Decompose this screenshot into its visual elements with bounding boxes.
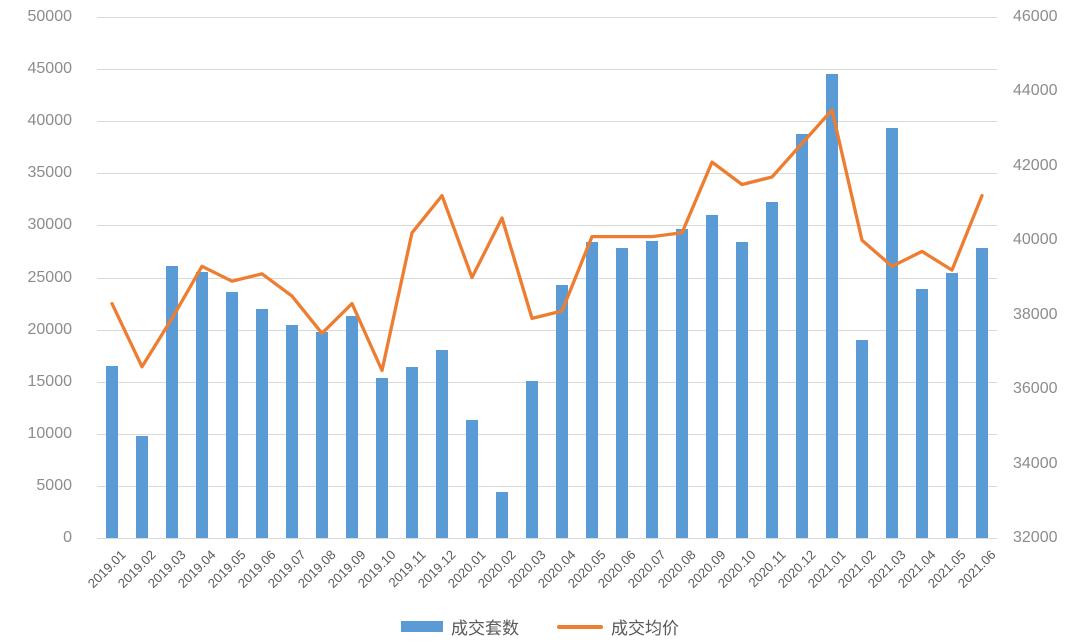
bar-2019.11: [406, 367, 418, 538]
left-axis-tick-label: 45000: [27, 60, 73, 78]
bar-2021.04: [916, 288, 928, 538]
bar-series-label: 成交套数: [451, 619, 519, 638]
left-axis-tick-label: 10000: [27, 424, 73, 442]
bar-2021.06: [976, 248, 988, 538]
bar-2021.01: [826, 74, 838, 538]
left-axis-tick-label: 0: [63, 529, 72, 546]
bar-2020.12: [796, 133, 808, 538]
bar-2020.04: [556, 284, 568, 538]
left-axis-tick-label: 35000: [27, 164, 73, 182]
right-axis-tick-label: 44000: [1013, 82, 1058, 100]
bar-2019.09: [346, 316, 358, 538]
gridline: [97, 17, 997, 18]
bar-2019.05: [226, 292, 238, 538]
gridline: [97, 433, 997, 435]
bar-2019.04: [196, 272, 208, 538]
left-axis-tick-label: 20000: [27, 320, 73, 338]
gridline: [97, 381, 997, 383]
right-axis-tick-label: 38000: [1013, 305, 1058, 323]
bar-2019.10: [376, 377, 388, 538]
left-axis-tick-label: 15000: [27, 372, 73, 390]
gridline: [97, 485, 997, 487]
legend-item-bar-series: 成交套数: [401, 614, 519, 639]
gridline: [97, 69, 997, 71]
legend-item-line-series: 成交均价: [557, 614, 679, 639]
bar-2019.12: [436, 350, 448, 538]
bar-2019.07: [286, 325, 298, 538]
line-series-swatch: [557, 624, 603, 629]
bar-series-swatch: [401, 621, 443, 632]
right-axis-tick-label: 34000: [1013, 454, 1058, 472]
legend: 成交套数 成交均价: [0, 614, 1080, 639]
bar-2019.06: [256, 308, 268, 538]
bar-2020.07: [646, 241, 658, 538]
gridline: [97, 173, 997, 175]
bar-2020.02: [496, 492, 508, 538]
bar-2019.03: [166, 266, 178, 538]
bar-2021.02: [856, 340, 868, 538]
right-axis-tick-label: 36000: [1013, 380, 1058, 398]
bar-2020.08: [676, 228, 688, 538]
bar-2021.05: [946, 273, 958, 538]
bar-2019.02: [136, 435, 148, 538]
gridline: [97, 277, 997, 279]
gridline: [97, 538, 997, 539]
bar-2020.10: [736, 242, 748, 538]
bar-2021.03: [886, 128, 898, 538]
left-axis-tick-label: 40000: [27, 112, 73, 130]
left-axis-tick-label: 25000: [27, 268, 73, 286]
right-axis-tick-label: 40000: [1013, 231, 1058, 249]
bar-2019.08: [316, 331, 328, 538]
right-axis-tick-label: 46000: [1013, 8, 1058, 25]
left-axis-tick-label: 30000: [27, 216, 73, 234]
bar-2020.11: [766, 202, 778, 538]
left-axis-tick-label: 50000: [27, 8, 73, 25]
line-series-label: 成交均价: [611, 619, 679, 638]
price-line: [110, 108, 984, 373]
bar-2020.09: [706, 214, 718, 538]
bar-2019.01: [106, 366, 118, 538]
right-axis-tick-label: 42000: [1013, 156, 1058, 174]
bar-2020.05: [586, 242, 598, 538]
bar-2020.01: [466, 420, 478, 538]
gridline: [97, 225, 997, 227]
right-axis-tick-label: 32000: [1013, 529, 1058, 546]
bar-2020.06: [616, 248, 628, 538]
bar-2020.03: [526, 380, 538, 538]
gridline: [97, 121, 997, 123]
left-axis-tick-label: 5000: [36, 476, 72, 494]
